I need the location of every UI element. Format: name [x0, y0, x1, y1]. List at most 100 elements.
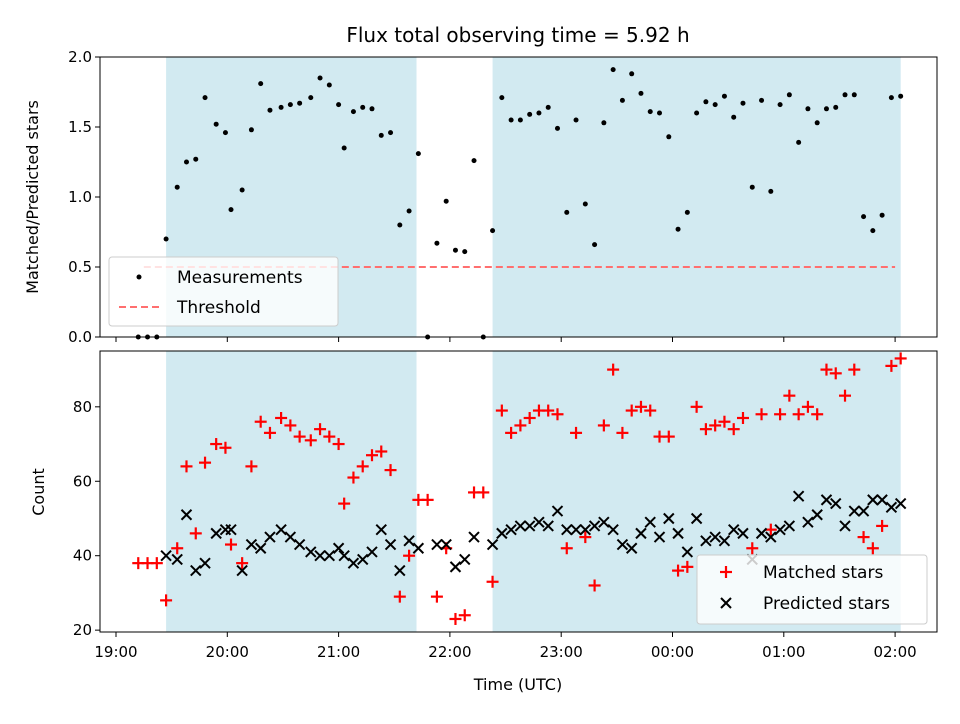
- measurement-point: [898, 93, 904, 99]
- matched-star-point: [885, 359, 898, 372]
- measurement-point: [879, 212, 885, 218]
- predicted-star-point: [663, 512, 675, 525]
- predicted-star-point: [774, 523, 786, 536]
- measurement-point: [786, 92, 792, 98]
- predicted-star-point: [644, 516, 656, 528]
- predicted-star-stroke: [190, 564, 202, 577]
- measurement-point: [336, 102, 342, 108]
- predicted-star-stroke: [718, 535, 731, 547]
- predicted-star-point: [412, 542, 425, 554]
- measurement-point: [397, 222, 403, 228]
- predicted-star-stroke: [394, 564, 406, 577]
- measurement-point: [308, 95, 314, 101]
- matched-star-point: [505, 426, 518, 439]
- matched-star-point: [727, 423, 740, 436]
- predicted-star-point: [570, 523, 582, 536]
- measurement-point: [842, 92, 848, 98]
- measurement-point: [369, 106, 375, 112]
- measurement-point: [759, 97, 765, 103]
- predicted-star-point: [210, 527, 222, 540]
- predicted-star-stroke: [876, 494, 888, 506]
- predicted-star-point: [635, 527, 647, 540]
- predicted-star-point: [653, 531, 666, 543]
- matched-star-point: [811, 408, 824, 421]
- measurement-point: [564, 209, 570, 215]
- predicted-star-point: [171, 553, 183, 566]
- predicted-star-stroke: [275, 523, 287, 536]
- predicted-star-point: [264, 531, 276, 543]
- predicted-star-point: [449, 561, 462, 573]
- predicted-star-point: [431, 538, 443, 551]
- predicted-star-stroke: [700, 535, 712, 547]
- y-tick-label: 0.0: [68, 328, 92, 346]
- predicted-star-stroke: [672, 527, 684, 540]
- matched-star-point: [681, 560, 694, 573]
- matched-star-point: [579, 531, 592, 544]
- matched-star-point: [792, 408, 805, 421]
- measurement-point: [378, 132, 384, 138]
- matched-star-point: [284, 419, 297, 432]
- measurement-point: [796, 139, 802, 145]
- measurement-point: [517, 117, 523, 123]
- predicted-star-stroke: [254, 542, 267, 554]
- measurement-point: [610, 67, 616, 73]
- measurement-point: [888, 95, 894, 101]
- measurement-point: [452, 247, 458, 253]
- measurement-point: [434, 240, 440, 246]
- predicted-star-point: [293, 538, 306, 551]
- predicted-star-stroke: [570, 523, 582, 536]
- bottom-legend-box: [696, 554, 928, 625]
- bottom-panel: 20 40 60 80 19:00 20:00 21:00 22:00 23:00 00:00 0…: [29, 350, 938, 694]
- predicted-star-point: [366, 546, 378, 558]
- matched-star-point: [672, 564, 685, 577]
- x-tick-label: 23:00: [540, 643, 583, 661]
- measurement-point: [163, 236, 169, 242]
- measurement-point: [183, 159, 189, 165]
- predicted-star-stroke: [802, 516, 814, 528]
- matched-star-point: [820, 363, 833, 376]
- predicted-star-point: [728, 523, 740, 536]
- measurement-point: [536, 110, 542, 116]
- matched-star-point: [293, 430, 306, 443]
- bottom-y-axis-label: Count: [29, 468, 48, 516]
- y-tick-label: 20: [73, 621, 92, 639]
- matched-star-point: [210, 438, 223, 451]
- predicted-star-point: [254, 542, 267, 554]
- top-x-tick-marks: [115, 337, 896, 342]
- measurement-point: [248, 127, 254, 133]
- predicted-star-point: [542, 520, 554, 532]
- predicted-star-point: [394, 564, 406, 577]
- predicted-star-point: [894, 497, 907, 510]
- matched-star-point: [384, 464, 397, 477]
- matched-star-point: [225, 538, 238, 551]
- predicted-star-point: [839, 520, 851, 532]
- measurement-point: [554, 125, 560, 131]
- matched-star-point: [644, 404, 657, 417]
- predicted-star-point: [830, 497, 842, 510]
- x-tick-label: 21:00: [317, 643, 360, 661]
- predicted-star-point: [505, 523, 517, 536]
- matched-star-point: [699, 423, 712, 436]
- predicted-star-stroke: [514, 520, 527, 532]
- measurement-point: [601, 120, 607, 126]
- bottom-y-ticks: 20 40 60 80: [73, 398, 100, 639]
- predicted-star-point: [690, 512, 703, 525]
- matched-star-point: [314, 423, 327, 436]
- predicted-star-stroke: [459, 553, 471, 566]
- measurement-point: [638, 90, 644, 96]
- matched-star-point: [338, 497, 351, 510]
- matched-star-point: [486, 575, 499, 588]
- predicted-star-stroke: [616, 538, 629, 551]
- measurement-point: [174, 184, 180, 190]
- predicted-star-stroke: [523, 520, 536, 532]
- measurement-point: [675, 226, 681, 232]
- predicted-star-point: [876, 494, 888, 506]
- predicted-star-stroke: [225, 523, 237, 536]
- measurement-point: [545, 104, 551, 110]
- measurement-point: [267, 107, 273, 113]
- measurement-point: [694, 110, 700, 116]
- predicted-star-point: [811, 509, 823, 521]
- measurement-point: [239, 187, 245, 193]
- measurement-point: [193, 156, 199, 162]
- measurement-point: [326, 82, 332, 88]
